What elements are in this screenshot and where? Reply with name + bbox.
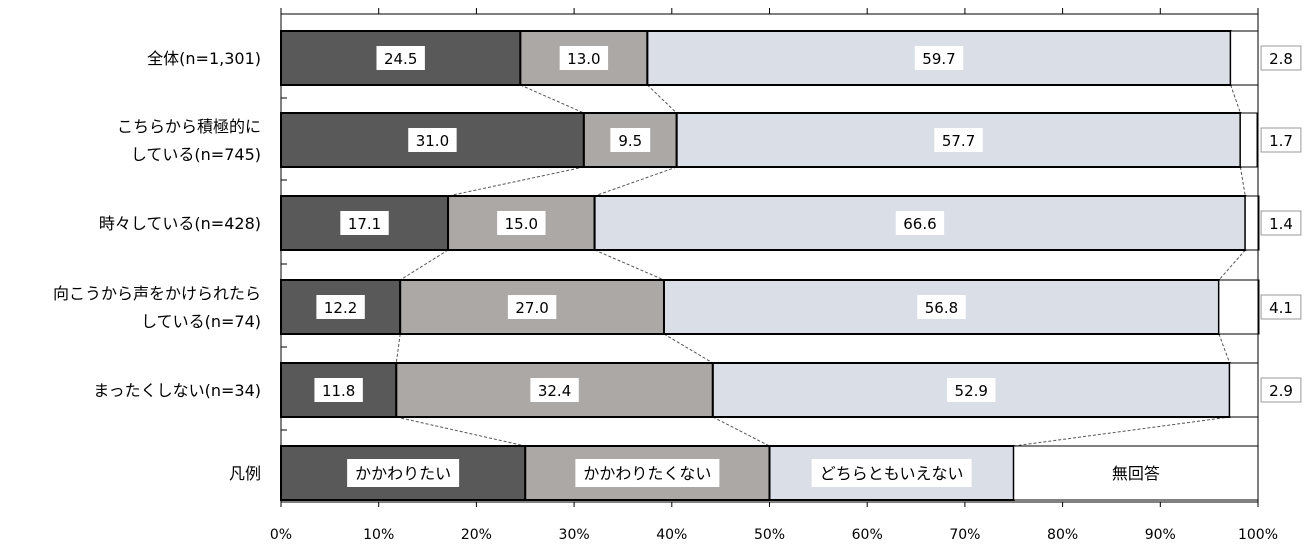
data-label-box (1260, 45, 1302, 71)
connector-line (1013, 416, 1230, 447)
connector-line (1218, 249, 1246, 281)
legend-label: かかわりたくない (583, 464, 711, 483)
legend-label-box (811, 459, 972, 487)
data-label: 4.1 (1269, 299, 1293, 317)
data-label-box (610, 128, 651, 152)
data-label-box (559, 46, 609, 70)
data-label-box (1260, 294, 1302, 320)
legend-swatch (1013, 445, 1259, 501)
connector-line (520, 84, 585, 114)
x-tick-label: 0% (270, 527, 292, 543)
x-tick-label: 20% (461, 527, 492, 543)
data-label: 66.6 (903, 215, 936, 233)
legend-label: かかわりたい (355, 464, 451, 483)
data-label: 1.4 (1269, 215, 1293, 233)
data-label: 32.4 (538, 382, 571, 400)
data-label-box (895, 211, 945, 235)
connector-line (1230, 84, 1241, 114)
bars (280, 30, 1260, 501)
x-tick-label: 100% (1238, 527, 1278, 543)
data-label: 27.0 (515, 299, 548, 317)
data-label: 57.7 (942, 132, 975, 150)
data-label: 17.1 (348, 215, 381, 233)
x-tick-label: 10% (363, 527, 394, 543)
bar-segment (1229, 362, 1259, 418)
legend-label: どちらともいえない (820, 464, 964, 483)
data-label-box (530, 378, 579, 402)
data-label: 59.7 (922, 50, 955, 68)
data-label: 9.5 (618, 132, 642, 150)
connector-line (647, 84, 678, 114)
x-tick-label: 80% (1047, 527, 1078, 543)
category-label: 向こうから声をかけられたら (53, 284, 261, 303)
x-tick-label: 50% (754, 527, 785, 543)
data-label-box (1260, 377, 1302, 403)
data-label: 13.0 (567, 50, 600, 68)
connector-line (396, 416, 526, 447)
data-label: 52.9 (955, 382, 988, 400)
data-label: 56.8 (925, 299, 958, 317)
data-label-box (1260, 127, 1302, 153)
data-label-box (947, 378, 996, 402)
x-tick-label: 30% (559, 527, 590, 543)
data-label-box (314, 378, 363, 402)
data-label: 11.8 (322, 382, 355, 400)
category-label: している(n=745) (131, 145, 261, 164)
connector-line (395, 333, 401, 364)
data-label-box (408, 128, 457, 152)
data-label-box (1260, 210, 1302, 236)
bar-segment (1244, 195, 1260, 251)
data-label-box (316, 295, 365, 319)
category-label: まったくしない(n=34) (93, 381, 261, 400)
connector-lines (395, 84, 1246, 447)
legend-label: 無回答 (1112, 464, 1160, 483)
x-tick-label: 40% (656, 527, 687, 543)
data-label: 2.8 (1269, 50, 1293, 68)
data-label: 15.0 (505, 215, 538, 233)
legend-label-box (347, 459, 460, 487)
x-tick-label: 90% (1145, 527, 1176, 543)
category-label: こちらから積極的に (117, 117, 261, 136)
x-axis: 0% 10% 20% 30% 40% 50% 60% 70% 80% 90% 100% (270, 8, 1278, 543)
data-label-box (507, 295, 557, 319)
data-label: 2.9 (1269, 382, 1293, 400)
bar-segment (1230, 30, 1259, 86)
legend-row-label: 凡例 (229, 464, 261, 483)
x-tick-label: 60% (852, 527, 883, 543)
x-tick-label: 70% (949, 527, 980, 543)
connector-line (663, 333, 714, 364)
data-label-box (917, 295, 966, 319)
data-label-box (340, 211, 389, 235)
data-label-box (914, 46, 964, 70)
category-label: 時々している(n=428) (99, 214, 261, 233)
category-label: している(n=74) (141, 312, 261, 331)
connector-line (447, 166, 584, 197)
legend-label-box (575, 459, 720, 487)
connector-line (399, 249, 449, 281)
bar-segment (1218, 279, 1260, 335)
connector-line (712, 416, 770, 447)
connector-line (1218, 333, 1231, 364)
data-label: 12.2 (324, 299, 357, 317)
data-labels: 24.5 13.0 59.7 2.8 31.0 9.5 57.7 1.7 17.1 15.0 66.… (314, 45, 1302, 487)
data-label-box (376, 46, 425, 70)
category-label: 全体(n=1,301) (147, 49, 261, 68)
data-label-box (934, 128, 983, 152)
data-label: 31.0 (416, 132, 449, 150)
bar-segment (1239, 112, 1258, 168)
connector-line (594, 166, 677, 197)
data-label: 24.5 (384, 50, 417, 68)
connector-line (1239, 166, 1246, 197)
data-label-box (497, 211, 546, 235)
data-label: 1.7 (1269, 132, 1293, 150)
connector-line (594, 249, 665, 281)
